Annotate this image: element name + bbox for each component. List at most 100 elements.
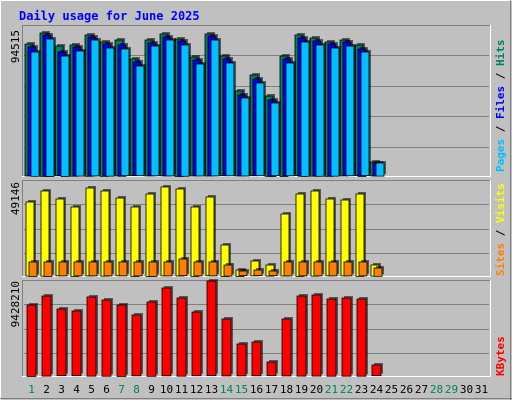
x-tick-label-6: 6 <box>103 383 110 396</box>
bar-sites-day-17 <box>268 269 279 277</box>
bar-sites-day-22 <box>343 260 354 277</box>
bar-face <box>120 48 130 177</box>
bar-face <box>360 51 370 176</box>
bar-face <box>328 261 338 277</box>
bar-face <box>295 193 305 277</box>
bar-face <box>375 162 385 177</box>
x-tick-label-10: 10 <box>160 383 173 396</box>
bar-face <box>236 343 247 377</box>
bar-pages-day-10 <box>165 38 176 177</box>
bar-kbytes-day-23 <box>356 297 368 377</box>
x-tick-label-11: 11 <box>175 383 188 396</box>
bar-face <box>206 280 217 376</box>
bar-face <box>251 341 262 377</box>
x-tick-label-19: 19 <box>295 383 308 396</box>
bar-face <box>176 297 187 377</box>
bar-face <box>131 314 142 377</box>
x-tick-label-25: 25 <box>385 383 398 396</box>
x-tick-label-31: 31 <box>475 383 488 396</box>
legend-text-mid: Sites / Visits <box>494 183 507 276</box>
bar-face <box>371 364 382 377</box>
x-tick-label-20: 20 <box>310 383 323 396</box>
bar-face <box>135 65 145 177</box>
legend-files: Files <box>494 86 507 119</box>
bar-face <box>88 261 98 277</box>
bar-face <box>313 261 323 277</box>
x-tick-label-15: 15 <box>235 383 248 396</box>
legend-pages: Pages <box>494 139 507 172</box>
panel-hits-files-pages <box>22 25 491 177</box>
bar-kbytes-day-4 <box>71 309 83 377</box>
bar-pages-day-21 <box>330 46 341 177</box>
panel-visits-sites <box>22 180 491 277</box>
bar-kbytes-day-11 <box>176 296 188 377</box>
bar-face <box>355 193 365 277</box>
bar-kbytes-day-7 <box>116 303 128 377</box>
bar-kbytes-day-10 <box>161 286 173 377</box>
bar-face <box>58 261 68 277</box>
bar-pages-day-24 <box>375 161 386 177</box>
bar-pages-day-14 <box>225 61 236 177</box>
x-tick-label-26: 26 <box>400 383 413 396</box>
bar-kbytes-day-20 <box>311 293 323 377</box>
bar-pages-day-18 <box>285 61 296 177</box>
bar-pages-day-23 <box>360 50 371 176</box>
x-tick-label-12: 12 <box>190 383 203 396</box>
bar-face <box>71 310 82 377</box>
bar-kbytes-day-18 <box>281 317 293 377</box>
bar-face <box>358 261 368 277</box>
bar-face <box>326 298 337 377</box>
bar-face <box>56 308 67 376</box>
bar-pages-day-17 <box>270 101 281 177</box>
panel-kbytes <box>22 279 491 377</box>
bar-sites-day-24 <box>373 266 384 277</box>
bar-visits-day-12 <box>190 205 201 277</box>
x-tick-label-5: 5 <box>88 383 95 396</box>
bar-face <box>101 299 112 377</box>
bar-sites-day-18 <box>283 260 294 277</box>
bar-face <box>130 206 140 277</box>
bar-face <box>330 47 340 177</box>
bar-face <box>116 304 127 377</box>
legend-sep-2: / <box>494 66 507 86</box>
bar-face <box>165 39 175 177</box>
bar-face <box>70 206 80 277</box>
bar-pages-day-3 <box>60 54 71 177</box>
legend-sites: Sites <box>494 243 507 276</box>
bar-face <box>103 261 113 277</box>
bar-face <box>315 44 325 177</box>
x-tick-label-8: 8 <box>133 383 140 396</box>
x-tick-label-9: 9 <box>148 383 155 396</box>
bar-sites-day-12 <box>193 260 204 277</box>
bar-face <box>133 261 143 277</box>
bar-face <box>150 45 160 177</box>
bar-kbytes-day-19 <box>296 294 308 377</box>
x-tick-label-27: 27 <box>415 383 428 396</box>
bar-sites-day-19 <box>298 260 309 277</box>
chart-title: Daily usage for June 2025 <box>19 9 200 23</box>
bar-face <box>283 261 293 277</box>
bar-face <box>45 38 55 177</box>
bar-face <box>223 264 233 277</box>
bar-pages-day-9 <box>150 44 161 177</box>
bar-kbytes-day-15 <box>236 342 248 377</box>
ymax-label-kbytes: 9428210 <box>9 281 22 327</box>
x-tick-label-7: 7 <box>118 383 125 396</box>
x-axis-labels: 1 2 3 4 5 6 7 8 9 10 11 12 13 14 15 16 17 18 19 20 21 22 23 24 2… <box>28 383 488 396</box>
bar-kbytes-day-2 <box>41 294 53 377</box>
legend-text-top: Pages / Files / Hits <box>494 40 507 173</box>
bar-pages-day-11 <box>180 43 191 177</box>
bar-pages-day-20 <box>315 43 326 177</box>
bar-sites-day-13 <box>208 260 219 277</box>
bar-face <box>118 261 128 277</box>
bar-sites-day-9 <box>148 260 159 277</box>
bar-pages-day-15 <box>240 96 251 177</box>
bar-sites-day-14 <box>223 263 234 277</box>
bar-face <box>86 296 97 377</box>
bar-kbytes-day-17 <box>266 360 278 376</box>
bar-face <box>210 39 220 177</box>
bar-kbytes-day-21 <box>326 297 338 377</box>
bar-face <box>343 261 353 277</box>
bar-face <box>266 361 277 376</box>
x-tick-label-22: 22 <box>340 383 353 396</box>
